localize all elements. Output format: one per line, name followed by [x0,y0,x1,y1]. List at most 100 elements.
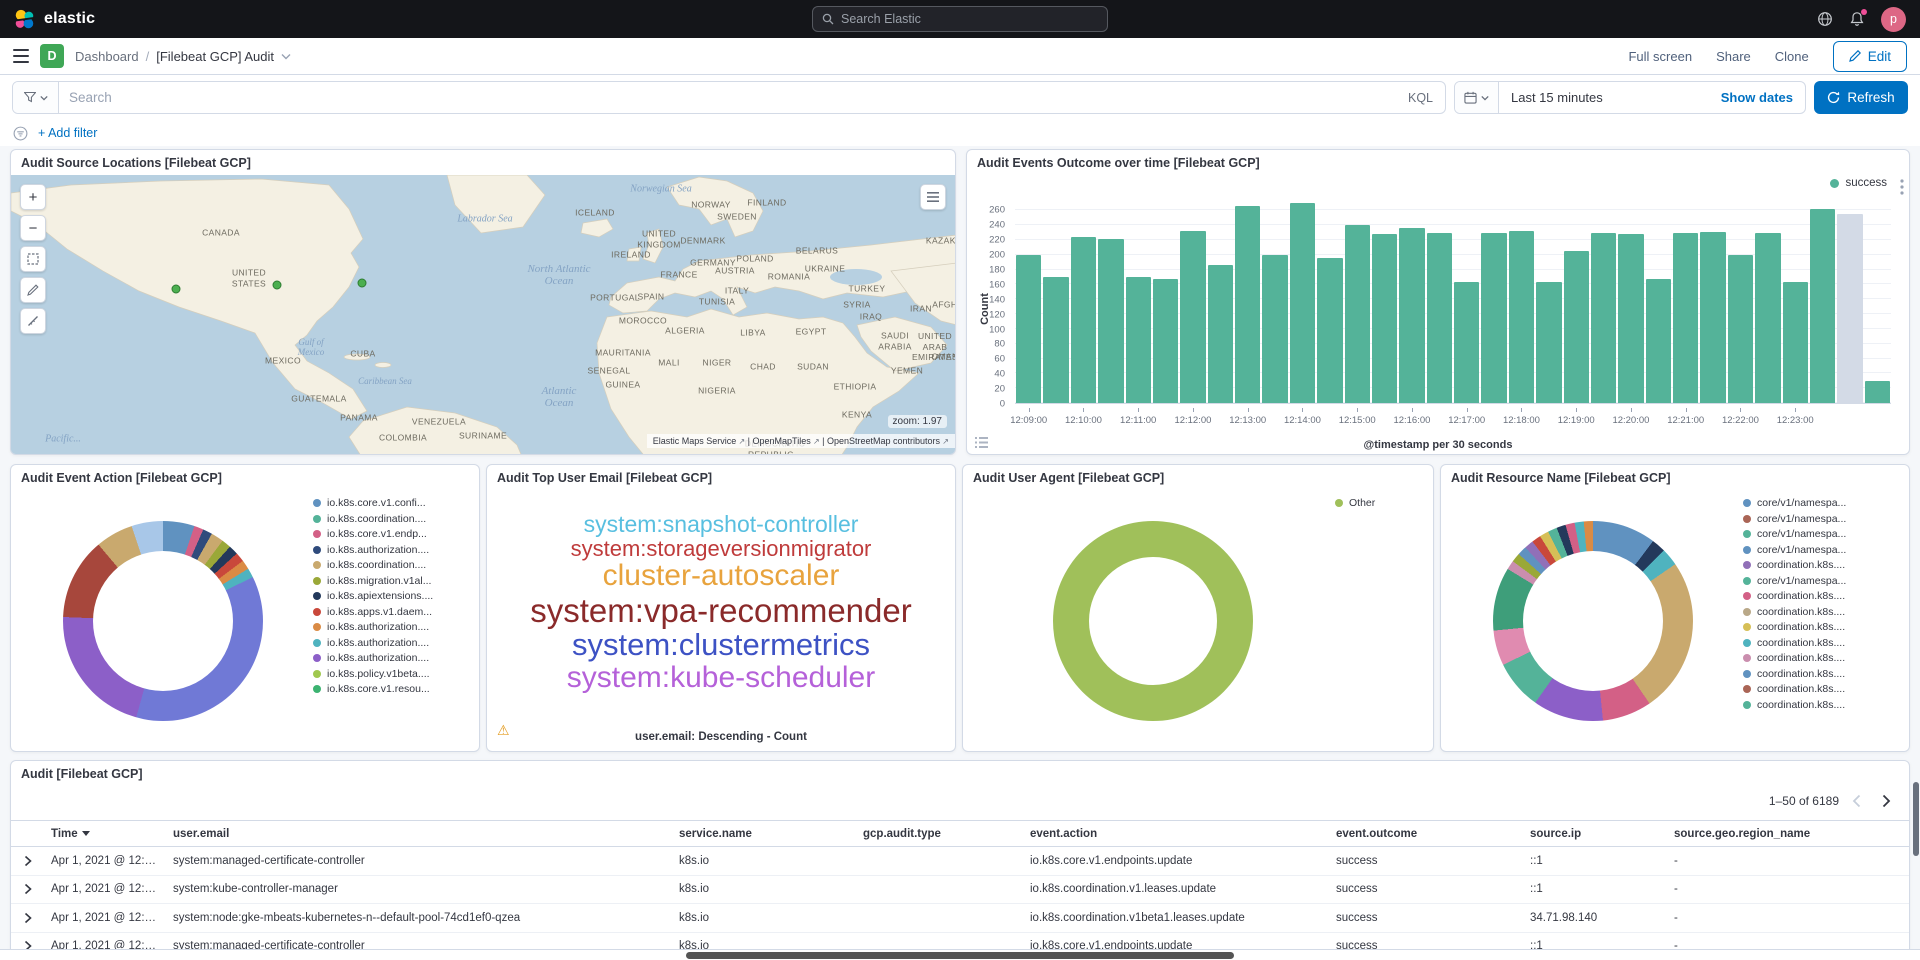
legend-item[interactable]: io.k8s.core.v1.confi... [313,497,471,509]
user-agent-donut-chart[interactable] [1053,521,1253,721]
bar-12:09:00-20[interactable] [1564,251,1589,403]
world-map[interactable]: CANADAUNITED STATESMEXICOCUBAGUATEMALAPA… [11,175,955,454]
column-header-service.name[interactable]: service.name [673,828,857,840]
legend-item[interactable]: coordination.k8s.... [1743,668,1901,680]
show-dates-button[interactable]: Show dates [1709,90,1805,105]
legend-item[interactable]: io.k8s.coordination.... [313,559,471,571]
user-avatar[interactable]: p [1881,7,1906,32]
legend-item[interactable]: io.k8s.authorization.... [313,621,471,633]
legend-item[interactable]: core/v1/namespa... [1743,528,1901,540]
column-header-event.action[interactable]: event.action [1024,828,1330,840]
previous-page-icon[interactable] [1843,788,1869,814]
legend-item[interactable]: Other [1335,497,1425,509]
map-attribution-link[interactable]: OpenStreetMap contributors [827,436,940,446]
map-fit-bounds-button[interactable] [20,246,46,272]
legend-item[interactable]: coordination.k8s.... [1743,652,1901,664]
bar-12:09:00-2[interactable] [1071,237,1096,403]
expand-row-icon[interactable] [17,850,39,872]
panel-title[interactable]: Audit Events Outcome over time [Filebeat… [967,150,1909,175]
event-action-donut-chart[interactable] [63,521,263,721]
share-button[interactable]: Share [1716,49,1751,64]
bar-12:09:00-9[interactable] [1262,255,1287,403]
panel-title[interactable]: Audit Source Locations [Filebeat GCP] [11,150,955,175]
breadcrumb-dashboard-link[interactable]: Dashboard [75,49,139,64]
elastic-logo-icon[interactable] [14,9,35,30]
tag-cloud-word[interactable]: system:clustermetrics [572,628,870,661]
kql-language-button[interactable]: KQL [1396,91,1445,105]
legend-item[interactable]: io.k8s.core.v1.endp... [313,528,471,540]
legend-item[interactable]: core/v1/namespa... [1743,513,1901,525]
bar-12:09:00-30[interactable] [1837,214,1862,403]
tag-cloud-word[interactable]: cluster-autoscaler [603,560,840,592]
legend-item[interactable]: io.k8s.authorization.... [313,544,471,556]
bar-12:09:00-25[interactable] [1700,232,1725,403]
notifications-bell-icon[interactable] [1849,11,1865,27]
edit-button[interactable]: Edit [1833,41,1907,72]
main-menu-icon[interactable] [13,49,29,63]
column-header-event.outcome[interactable]: event.outcome [1330,828,1524,840]
bar-12:09:00-17[interactable] [1481,233,1506,403]
bar-12:09:00-23[interactable] [1646,279,1671,403]
vertical-scrollbar-thumb[interactable] [1913,782,1919,856]
bar-12:09:00-3[interactable] [1098,239,1123,403]
legend-item[interactable]: io.k8s.apps.v1.daem... [313,606,471,618]
map-measure-tool-button[interactable] [20,308,46,334]
horizontal-scrollbar-track[interactable] [0,949,1920,960]
panel-title[interactable]: Audit [Filebeat GCP] [11,761,1909,786]
bar-12:09:00-29[interactable] [1810,209,1835,403]
legend-item[interactable]: core/v1/namespa... [1743,575,1901,587]
bar-12:09:00-14[interactable] [1399,228,1424,403]
map-layers-button[interactable] [920,184,946,210]
legend-item[interactable]: coordination.k8s.... [1743,559,1901,571]
bar-12:09:00-22[interactable] [1618,234,1643,403]
chart-legend[interactable]: success [1830,177,1887,189]
bar-12:09:00-26[interactable] [1728,255,1753,403]
legend-item[interactable]: io.k8s.core.v1.resou... [313,683,471,695]
bar-12:09:00-12[interactable] [1345,225,1370,403]
map-data-point[interactable] [273,281,282,290]
bar-12:09:00-28[interactable] [1783,282,1808,403]
filter-group-icon[interactable] [13,126,28,141]
legend-item[interactable]: coordination.k8s.... [1743,621,1901,633]
legend-item[interactable]: io.k8s.coordination.... [313,513,471,525]
panel-title[interactable]: Audit Event Action [Filebeat GCP] [11,465,479,490]
resource-name-donut-chart[interactable] [1493,521,1693,721]
map-draw-tool-button[interactable] [20,277,46,303]
column-header-user.email[interactable]: user.email [167,828,673,840]
legend-toggle-icon[interactable] [975,437,988,448]
column-header-Time[interactable]: Time [45,828,167,840]
refresh-button[interactable]: Refresh [1814,81,1908,114]
expand-row-icon[interactable] [17,878,39,900]
bar-12:09:00-8[interactable] [1235,206,1260,403]
bar-12:09:00-5[interactable] [1153,279,1178,403]
legend-options-icon[interactable] [1900,179,1904,195]
tag-cloud-word[interactable]: system:kube-scheduler [567,662,875,694]
deployment-globe-icon[interactable] [1817,11,1833,27]
legend-item[interactable]: coordination.k8s.... [1743,683,1901,695]
map-attribution[interactable]: Elastic Maps Service ↗ | OpenMapTiles ↗ … [647,434,955,448]
saved-query-menu-button[interactable] [13,82,59,113]
bar-12:09:00-0[interactable] [1016,255,1041,403]
legend-item[interactable]: coordination.k8s.... [1743,590,1901,602]
map-data-point[interactable] [172,285,181,294]
legend-item[interactable]: coordination.k8s.... [1743,699,1901,711]
time-range-value[interactable]: Last 15 minutes [1499,90,1615,105]
bar-12:09:00-13[interactable] [1372,234,1397,403]
horizontal-scrollbar-thumb[interactable] [686,952,1234,959]
bar-12:09:00-21[interactable] [1591,233,1616,403]
bar-12:09:00-11[interactable] [1317,258,1342,403]
add-filter-button[interactable]: + Add filter [38,126,97,140]
column-header-source.ip[interactable]: source.ip [1524,828,1668,840]
bar-12:09:00-15[interactable] [1427,233,1452,403]
clone-button[interactable]: Clone [1775,49,1809,64]
legend-item[interactable]: io.k8s.policy.v1beta.... [313,668,471,680]
bar-12:09:00-1[interactable] [1043,277,1068,403]
legend-item[interactable]: coordination.k8s.... [1743,606,1901,618]
legend-item[interactable]: core/v1/namespa... [1743,497,1901,509]
column-header-source.geo.region_name[interactable]: source.geo.region_name [1668,828,1909,840]
map-zoom-in-button[interactable]: + [20,184,46,210]
panel-title[interactable]: Audit User Agent [Filebeat GCP] [963,465,1433,490]
bar-12:09:00-27[interactable] [1755,233,1780,403]
chevron-down-icon[interactable] [281,53,291,60]
legend-item[interactable]: io.k8s.migration.v1al... [313,575,471,587]
